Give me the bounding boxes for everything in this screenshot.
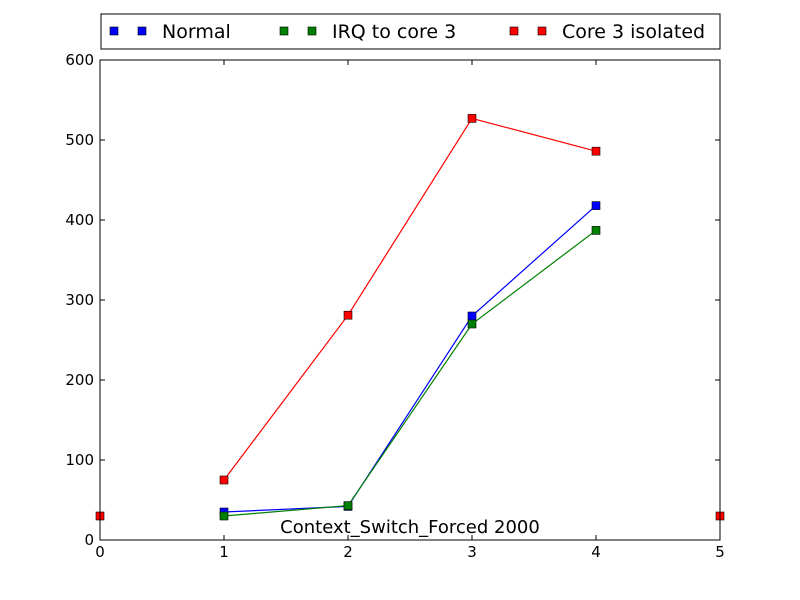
legend-marker-core-3-isolated <box>537 26 547 36</box>
x-tick-label: 0 <box>95 543 105 561</box>
x-tick-label: 1 <box>219 543 229 561</box>
data-point-core-3-isolated <box>591 146 601 156</box>
legend-marker-irq-to-core-3 <box>279 26 289 36</box>
series-layer <box>95 114 725 521</box>
y-tick-label: 500 <box>65 131 94 149</box>
series-line-irq-to-core-3 <box>223 229 597 517</box>
legend: Normal IRQ to core 3 Core 3 isolated <box>100 13 721 50</box>
y-tick-label: 0 <box>84 531 94 549</box>
data-point-normal <box>591 201 601 210</box>
legend-marker-irq-to-core-3 <box>307 26 317 36</box>
y-tick-label: 100 <box>65 451 94 469</box>
y-tick-label: 400 <box>65 211 94 229</box>
legend-label-irq-to-core-3: IRQ to core 3 <box>332 21 456 43</box>
data-point-irq-to-core-3 <box>219 511 229 521</box>
legend-label-core-3-isolated: Core 3 isolated <box>562 21 705 43</box>
x-tick-label: 2 <box>343 543 353 561</box>
legend-label-normal: Normal <box>162 21 231 43</box>
data-point-irq-to-core-3 <box>467 319 477 329</box>
legend-box <box>100 13 721 50</box>
legend-marker-core-3-isolated <box>509 26 519 36</box>
ticks-layer: 0 1 2 3 4 5 0 100 200 300 400 500 600 <box>65 51 724 561</box>
data-point-irq-to-core-3 <box>343 501 353 510</box>
x-tick-label: 3 <box>467 543 477 561</box>
y-tick-label: 300 <box>65 291 94 309</box>
x-tick-label: 5 <box>715 543 725 561</box>
plot-frame <box>99 59 721 541</box>
series-line-normal <box>223 205 597 513</box>
legend-marker-normal <box>137 26 147 36</box>
legend-marker-normal <box>109 26 119 36</box>
y-tick-label: 600 <box>65 51 94 69</box>
annotation: Context_Switch_Forced 2000 <box>280 517 540 538</box>
data-point-core-3-isolated <box>467 114 477 123</box>
data-point-core-3-isolated <box>343 310 353 320</box>
data-point-normal <box>467 311 477 321</box>
x-tick-label: 4 <box>591 543 601 561</box>
data-point-core-3-isolated <box>219 475 229 485</box>
data-point-irq-to-core-3 <box>591 226 601 235</box>
series-line-core-3-isolated <box>223 117 597 481</box>
y-tick-label: 200 <box>65 371 94 389</box>
